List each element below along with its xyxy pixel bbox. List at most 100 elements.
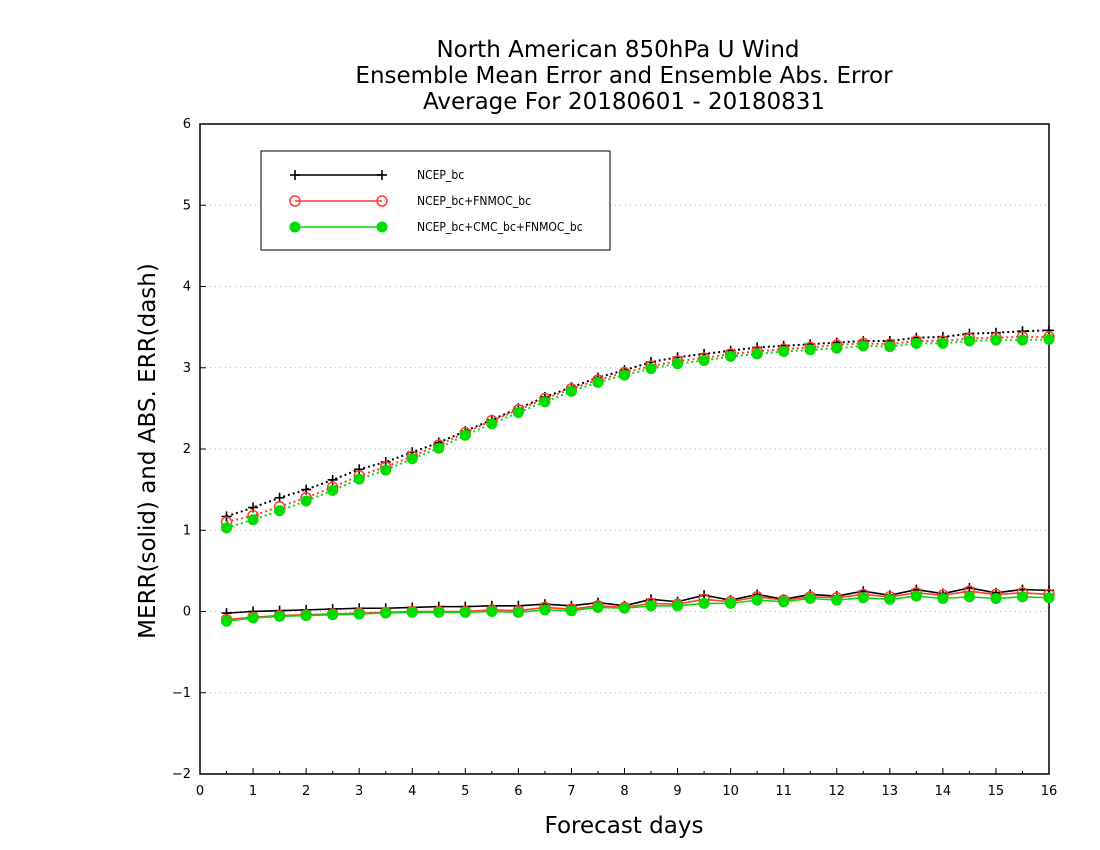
y-tick-label: 6 (183, 117, 191, 132)
marker-filled-circle (910, 337, 922, 349)
marker-filled-circle (963, 335, 975, 347)
merr-line (226, 587, 1050, 614)
marker-filled-circle (910, 590, 922, 602)
x-tick-label: 3 (355, 784, 363, 799)
x-tick-label: 10 (722, 784, 739, 799)
marker-plus (354, 464, 365, 475)
x-tick-label: 16 (1041, 784, 1058, 799)
marker-filled-circle (725, 597, 737, 609)
marker-filled-circle (619, 602, 630, 614)
x-tick-label: 5 (461, 784, 469, 799)
marker-filled-circle (937, 337, 949, 349)
marker-filled-circle (1016, 591, 1028, 603)
series-2 (226, 335, 1050, 621)
marker-filled-circle (486, 418, 498, 430)
series-markers-2 (220, 331, 1055, 626)
x-tick-label: 15 (988, 784, 1005, 799)
x-tick-label: 2 (302, 784, 310, 799)
chart-title: North American 850hPa U Wind Ensemble Me… (355, 37, 893, 115)
marker-filled-circle (751, 348, 763, 360)
y-axis-title: MERR(solid) and ABS. ERR(dash) (135, 263, 161, 639)
marker-filled-circle (592, 601, 604, 613)
x-tick-label: 13 (882, 784, 899, 799)
marker-filled-circle (778, 346, 790, 357)
marker-filled-circle (459, 429, 471, 441)
marker-filled-circle (963, 591, 975, 603)
marker-filled-circle (512, 406, 524, 418)
marker-filled-circle (698, 354, 710, 366)
marker-filled-circle (406, 606, 418, 618)
series-markers-3 (221, 333, 1055, 627)
marker-filled-circle (645, 363, 657, 375)
x-tick-label: 12 (828, 784, 845, 799)
marker-filled-circle (831, 342, 843, 354)
legend-label: NCEP_bc (417, 168, 464, 182)
marker-filled-circle (645, 600, 657, 612)
marker-filled-circle (274, 610, 286, 622)
x-tick-label: 8 (620, 784, 628, 799)
marker-filled-circle (247, 514, 259, 526)
abs-err-line (226, 329, 1050, 518)
marker-filled-circle (512, 606, 524, 618)
y-tick-label: −1 (172, 686, 191, 701)
x-tick-label: 14 (935, 784, 952, 799)
marker-filled-circle (884, 341, 896, 353)
series-markers-1 (221, 325, 1054, 619)
marker-filled-circle (300, 610, 312, 622)
marker-filled-circle (433, 606, 445, 618)
marker-filled-circle (539, 604, 551, 616)
grid-lines (200, 204, 1049, 694)
marker-plus (1044, 325, 1054, 336)
marker-filled-circle (857, 592, 869, 604)
marker-filled-circle (831, 594, 843, 606)
merr-line (226, 590, 1050, 621)
abs-err-line (226, 335, 1049, 524)
marker-open-circle (376, 195, 388, 207)
marker-filled-circle (804, 344, 816, 356)
x-axis: 0 1 2 3 4 5 6 7 8 9 10 11 12 13 14 15 16 (196, 768, 1057, 799)
title-line-2: Ensemble Mean Error and Ensemble Abs. Er… (355, 63, 893, 89)
title-line-1: North American 850hPa U Wind (436, 37, 799, 63)
marker-filled-circle (672, 358, 684, 370)
marker-plus (290, 170, 300, 180)
y-axis: −2 −1 0 1 2 3 4 5 6 (172, 117, 206, 782)
marker-filled-circle (565, 385, 577, 397)
legend: NCEP_bc NCEP_bc+FNMOC_bc NCEP_bc+CMC_bc+FN… (260, 150, 611, 251)
marker-filled-circle (990, 334, 1002, 346)
marker-filled-circle (459, 606, 471, 618)
marker-filled-circle (990, 593, 1002, 604)
marker-filled-circle (353, 473, 365, 485)
marker-filled-circle (1043, 333, 1055, 345)
marker-filled-circle (937, 593, 949, 604)
marker-filled-circle (857, 340, 869, 352)
x-axis-title: Forecast days (545, 813, 704, 839)
marker-filled-circle (565, 605, 577, 617)
series-layer (220, 325, 1055, 627)
marker-filled-circle (327, 484, 339, 496)
legend-entry-3: NCEP_bc+CMC_bc+FNMOC_bc (289, 220, 583, 234)
marker-filled-circle (376, 221, 388, 233)
x-tick-label: 4 (408, 784, 416, 799)
x-tick-label: 7 (567, 784, 575, 799)
marker-filled-circle (221, 522, 233, 534)
marker-filled-circle (804, 593, 816, 604)
y-tick-label: 0 (183, 605, 191, 620)
marker-filled-circle (353, 608, 365, 620)
marker-filled-circle (247, 612, 259, 624)
marker-plus (377, 170, 387, 180)
marker-filled-circle (672, 600, 684, 612)
marker-plus (327, 474, 338, 485)
legend-entry-2: NCEP_bc+FNMOC_bc (289, 194, 531, 208)
marker-filled-circle (592, 376, 604, 388)
marker-filled-circle (380, 464, 392, 476)
legend-label: NCEP_bc+FNMOC_bc (417, 194, 531, 208)
marker-filled-circle (1043, 592, 1055, 604)
marker-filled-circle (327, 609, 339, 621)
marker-filled-circle (300, 495, 312, 507)
x-tick-label: 6 (514, 784, 522, 799)
legend-label: NCEP_bc+CMC_bc+FNMOC_bc (417, 220, 583, 234)
legend-entry-1: NCEP_bc (290, 168, 464, 182)
marker-filled-circle (1016, 334, 1028, 346)
marker-filled-circle (884, 593, 896, 605)
